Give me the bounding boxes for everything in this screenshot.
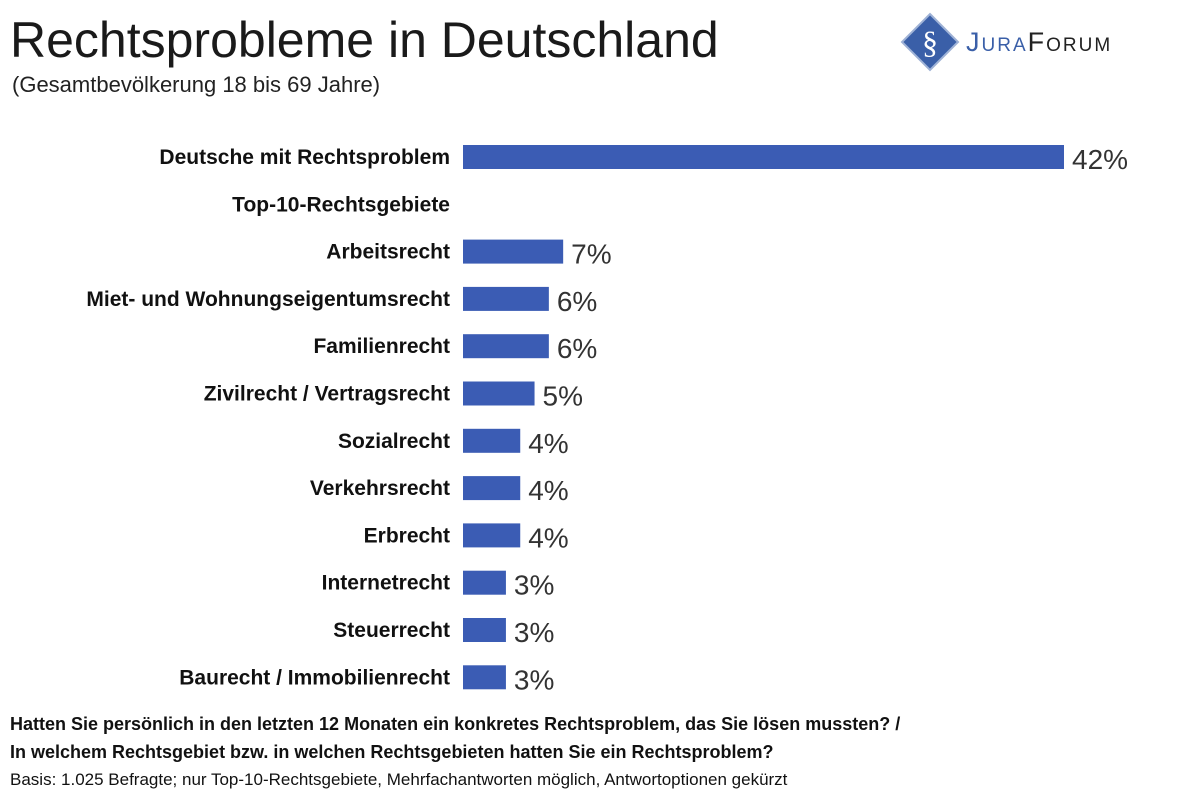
bar — [463, 665, 506, 690]
category-label: Steuerrecht — [333, 619, 450, 642]
bar — [463, 334, 549, 359]
footer-basis: Basis: 1.025 Befragte; nur Top-10-Rechts… — [10, 770, 788, 789]
bar — [463, 523, 521, 548]
category-label: Verkehrsrecht — [310, 477, 450, 500]
logo-name-part2: Forum — [1027, 27, 1113, 57]
juraforum-logo: § JuraForum — [900, 12, 1190, 72]
bar — [463, 145, 1064, 169]
bar — [463, 618, 506, 642]
value-label: 7% — [571, 239, 611, 270]
value-label: 3% — [514, 664, 554, 695]
category-label: Erbrecht — [364, 524, 450, 547]
bar-chart: Deutsche mit Rechtsproblem 42% Top-10-Rech… — [86, 144, 1128, 695]
chart-title: Rechtsprobleme in Deutschland — [10, 12, 719, 68]
category-label: Arbeitsrecht — [326, 241, 450, 264]
svg-text:§: § — [922, 24, 938, 60]
category-label: Baurecht / Immobilienrecht — [179, 666, 450, 689]
footer-question-2: In welchem Rechtsgebiet bzw. in welchen … — [10, 742, 774, 762]
category-label: Miet- und Wohnungseigentumsrecht — [86, 288, 450, 311]
category-label: Deutsche mit Rechtsproblem — [159, 146, 450, 169]
category-label: Zivilrecht / Vertragsrecht — [204, 383, 450, 406]
category-label: Sozialrecht — [338, 430, 450, 453]
value-label: 4% — [528, 428, 568, 459]
bar — [463, 239, 564, 264]
value-label: 4% — [528, 522, 568, 553]
value-label: 3% — [514, 617, 554, 648]
value-label: 3% — [514, 570, 554, 601]
category-label: Familienrecht — [313, 335, 450, 358]
value-label: 5% — [543, 381, 583, 412]
value-label: 6% — [557, 333, 597, 364]
bar — [463, 476, 521, 501]
bar — [463, 570, 506, 595]
value-label: 4% — [528, 475, 568, 506]
bar — [463, 381, 535, 406]
chart-subtitle: (Gesamtbevölkerung 18 bis 69 Jahre) — [12, 72, 381, 97]
paragraph-diamond-icon: § — [900, 12, 960, 72]
category-label: Internetrecht — [322, 572, 450, 595]
bar — [463, 428, 521, 453]
category-label: Top-10-Rechtsgebiete — [232, 193, 450, 216]
bar — [463, 286, 549, 311]
logo-name-part1: Jura — [966, 27, 1028, 57]
value-label: 42% — [1072, 144, 1128, 175]
footer-question-1: Hatten Sie persönlich in den letzten 12 … — [10, 714, 901, 734]
logo-wordmark: JuraForum — [966, 26, 1112, 58]
value-label: 6% — [557, 286, 597, 317]
